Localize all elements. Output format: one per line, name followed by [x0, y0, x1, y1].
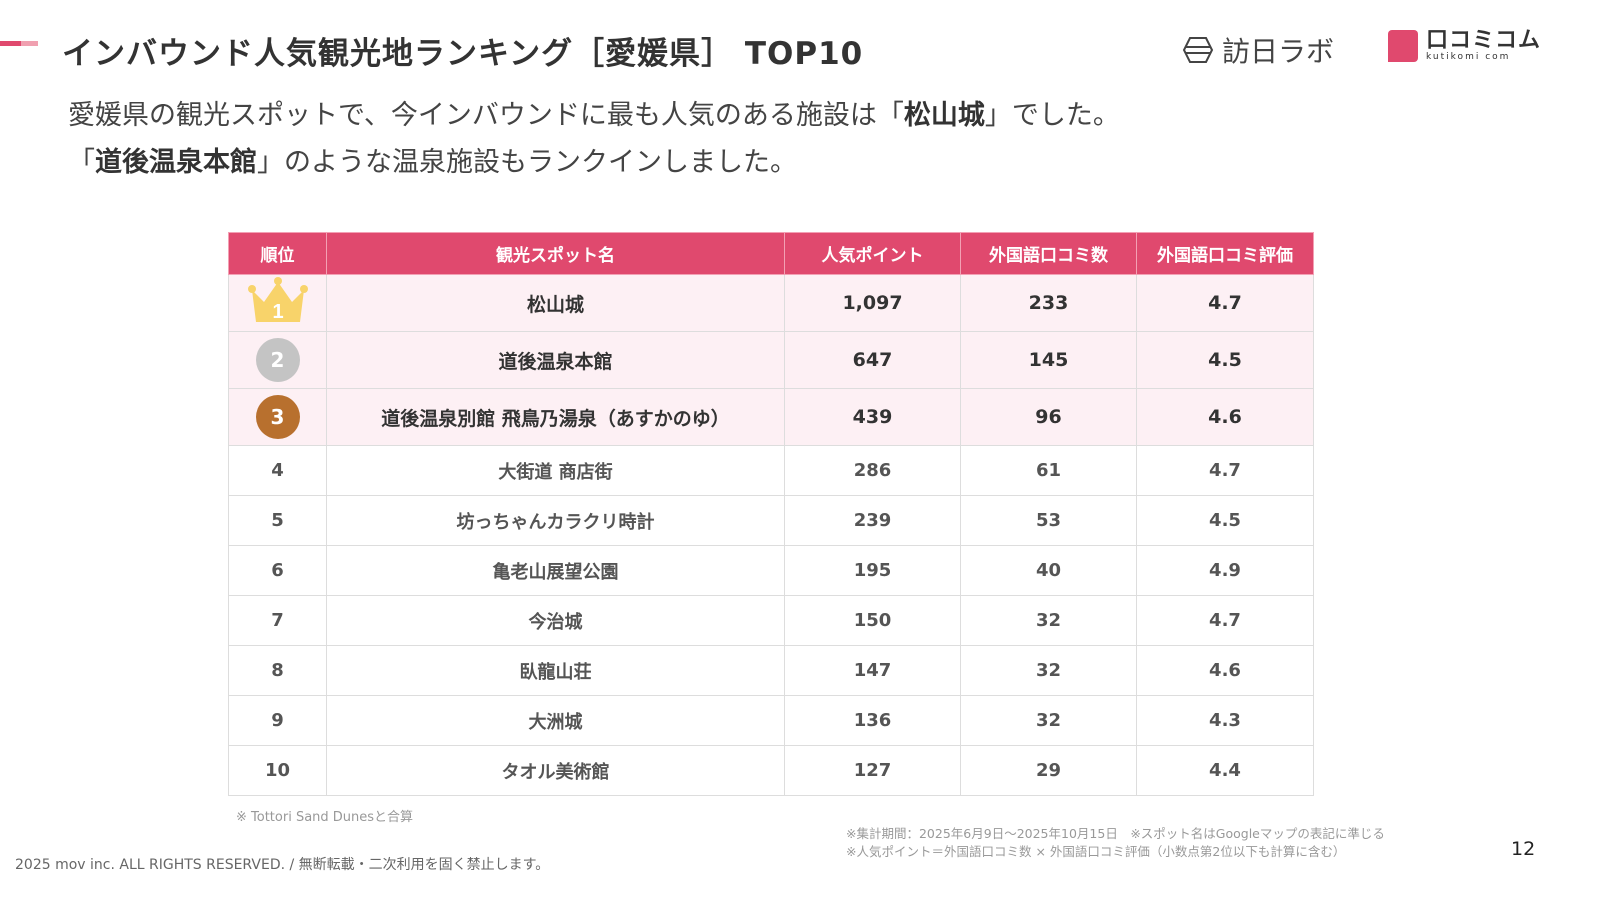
- name-cell: 道後温泉本館: [326, 331, 785, 389]
- points-cell: 136: [784, 695, 961, 746]
- rank-number: 7: [271, 610, 284, 631]
- reviews-cell: 29: [960, 745, 1137, 796]
- table-row: 9 大洲城 136 32 4.3: [228, 695, 1314, 746]
- points-cell: 147: [784, 645, 961, 696]
- rank-cell: 8: [228, 645, 327, 696]
- lead-text-part: 」のような温泉施設もランクインしました。: [257, 147, 797, 178]
- table-row: 7 今治城 150 32 4.7: [228, 595, 1314, 646]
- name-cell: 臥龍山荘: [326, 645, 785, 696]
- formula-note: ※人気ポイント＝外国語口コミ数 × 外国語口コミ評価（小数点第2位以下も計算に含…: [846, 844, 1346, 859]
- rating-cell: 4.6: [1136, 645, 1314, 696]
- lead-text-part: 」でした。: [984, 100, 1120, 131]
- table-row: 10 タオル美術館 127 29 4.4: [228, 745, 1314, 796]
- lead-text-part: 「: [68, 147, 95, 178]
- table-row: 4 大街道 商店街 286 61 4.7: [228, 445, 1314, 496]
- rank-badge: 3: [255, 395, 300, 439]
- crown-icon: 1: [247, 276, 308, 323]
- rating-cell: 4.6: [1136, 388, 1314, 446]
- points-cell: 286: [784, 445, 961, 496]
- rank-cell: 6: [228, 545, 327, 596]
- houjin-lab-logo-text: 訪日ラボ: [1222, 35, 1335, 68]
- rank-cell: 10: [228, 745, 327, 796]
- hexagon-logo-icon: [1182, 37, 1214, 63]
- name-cell: 大街道 商店街: [326, 445, 785, 496]
- kutikomi-logo: 口コミコム kutikomi com: [1388, 30, 1541, 62]
- column-header: 外国語口コミ数: [960, 232, 1137, 275]
- rank-cell: 4: [228, 445, 327, 496]
- lead-text-part: 愛媛県の観光スポットで、今インバウンドに最も人気のある施設は「: [68, 100, 904, 131]
- reviews-cell: 40: [960, 545, 1137, 596]
- rating-cell: 4.7: [1136, 595, 1314, 646]
- column-header: 外国語口コミ評価: [1136, 232, 1314, 275]
- rank-cell: 7: [228, 595, 327, 646]
- name-cell: 大洲城: [326, 695, 785, 746]
- reviews-cell: 96: [960, 388, 1137, 446]
- rating-cell: 4.7: [1136, 445, 1314, 496]
- rank-cell: 5: [228, 495, 327, 546]
- lead-highlight: 道後温泉本館: [95, 147, 257, 178]
- points-cell: 647: [784, 331, 961, 389]
- name-cell: 道後温泉別館 飛鳥乃湯泉（あすかのゆ）: [326, 388, 785, 446]
- rank-badge: 2: [255, 338, 300, 382]
- name-cell: 松山城: [326, 274, 785, 332]
- page-title: インバウンド人気観光地ランキング［愛媛県］ TOP10: [62, 36, 864, 72]
- column-header: 人気ポイント: [784, 232, 961, 275]
- kutikomi-logo-text: 口コミコム: [1426, 28, 1542, 53]
- table-row: 5 坊っちゃんカラクリ時計 239 53 4.5: [228, 495, 1314, 546]
- kutikomi-logo-sub: kutikomi com: [1426, 52, 1511, 62]
- reviews-cell: 145: [960, 331, 1137, 389]
- rating-cell: 4.5: [1136, 331, 1314, 389]
- rank-cell: 3: [228, 388, 327, 446]
- rank-number: 10: [264, 760, 291, 781]
- rank-number: 8: [271, 660, 284, 681]
- rank-number: 1: [272, 301, 283, 323]
- ranking-table: 順位 観光スポット名 人気ポイント 外国語口コミ数 外国語口コミ評価 1 松山城 1,097…: [228, 232, 1314, 796]
- rank-number: 4: [271, 460, 284, 481]
- points-cell: 195: [784, 545, 961, 596]
- column-header: 観光スポット名: [326, 232, 785, 275]
- period-note: ※集計期間：2025年6月9日〜2025年10月15日 ※スポット名はGoogl…: [846, 826, 1385, 841]
- points-cell: 127: [784, 745, 961, 796]
- page-number: 12: [1511, 838, 1536, 860]
- table-row: 1 松山城 1,097 233 4.7: [228, 274, 1314, 332]
- title-accent-bar: [0, 41, 38, 46]
- rank-number: 5: [271, 510, 284, 531]
- rank-cell: 2: [228, 331, 327, 389]
- reviews-cell: 32: [960, 695, 1137, 746]
- reviews-cell: 233: [960, 274, 1137, 332]
- table-note: ※ Tottori Sand Dunesと合算: [236, 810, 414, 825]
- lead-highlight: 松山城: [903, 100, 985, 131]
- houjin-lab-logo: 訪日ラボ: [1182, 30, 1334, 70]
- points-cell: 239: [784, 495, 961, 546]
- reviews-cell: 32: [960, 595, 1137, 646]
- name-cell: タオル美術館: [326, 745, 785, 796]
- rank-cell: 1: [228, 274, 327, 332]
- reviews-cell: 32: [960, 645, 1137, 696]
- name-cell: 亀老山展望公園: [326, 545, 785, 596]
- table-row: 8 臥龍山荘 147 32 4.6: [228, 645, 1314, 696]
- table-row: 6 亀老山展望公園 195 40 4.9: [228, 545, 1314, 596]
- table-row: 3 道後温泉別館 飛鳥乃湯泉（あすかのゆ） 439 96 4.6: [228, 388, 1314, 446]
- rating-cell: 4.4: [1136, 745, 1314, 796]
- table-row: 2 道後温泉本館 647 145 4.5: [228, 331, 1314, 389]
- rating-cell: 4.9: [1136, 545, 1314, 596]
- lead-text: 愛媛県の観光スポットで、今インバウンドに最も人気のある施設は「松山城」でした。 …: [68, 92, 1120, 186]
- column-header: 順位: [228, 232, 327, 275]
- points-cell: 1,097: [784, 274, 961, 332]
- footnotes: ※集計期間：2025年6月9日〜2025年10月15日 ※スポット名はGoogl…: [846, 825, 1385, 861]
- name-cell: 坊っちゃんカラクリ時計: [326, 495, 785, 546]
- speech-bubble-icon: [1388, 30, 1418, 62]
- points-cell: 150: [784, 595, 961, 646]
- rating-cell: 4.5: [1136, 495, 1314, 546]
- copyright: 2025 mov inc. ALL RIGHTS RESERVED. / 無断転…: [15, 857, 550, 873]
- rank-cell: 9: [228, 695, 327, 746]
- reviews-cell: 53: [960, 495, 1137, 546]
- name-cell: 今治城: [326, 595, 785, 646]
- rank-number: 9: [271, 710, 284, 731]
- rating-cell: 4.7: [1136, 274, 1314, 332]
- reviews-cell: 61: [960, 445, 1137, 496]
- points-cell: 439: [784, 388, 961, 446]
- rating-cell: 4.3: [1136, 695, 1314, 746]
- rank-number: 6: [271, 560, 284, 581]
